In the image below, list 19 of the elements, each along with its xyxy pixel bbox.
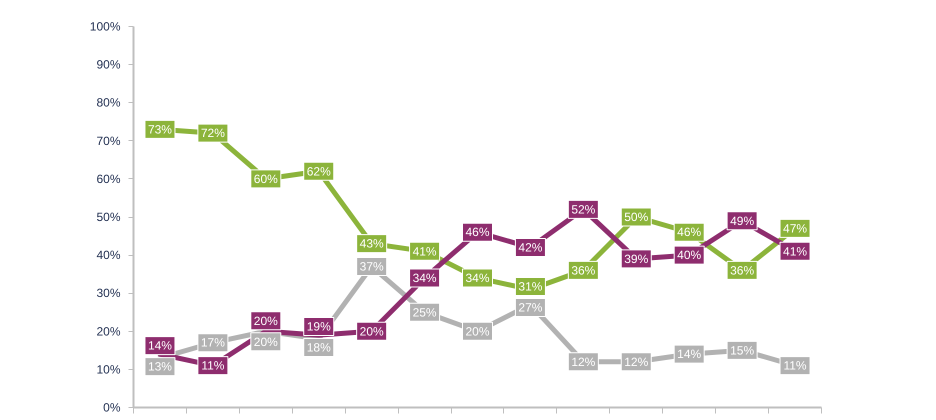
- y-tick-label: 80%: [96, 96, 121, 110]
- y-tick-label: 50%: [96, 210, 121, 224]
- y-tick-label: 20%: [96, 324, 121, 338]
- data-label: 19%: [306, 320, 332, 334]
- y-tick-label: 90%: [96, 58, 121, 72]
- y-tick-label: 0%: [103, 400, 121, 414]
- data-label: 14%: [148, 338, 172, 353]
- data-label: 27%: [518, 300, 543, 315]
- y-tick-label: 60%: [96, 172, 121, 186]
- data-label: 20%: [254, 314, 278, 328]
- y-tick-label: 10%: [96, 362, 121, 376]
- data-label: 18%: [306, 340, 332, 355]
- data-label: 31%: [518, 280, 543, 294]
- data-label: 13%: [148, 360, 172, 374]
- y-tick-label: 70%: [96, 134, 121, 148]
- y-tick-label: 30%: [96, 286, 121, 300]
- y-tick-label: 100%: [90, 20, 121, 34]
- y-tick-label: 40%: [96, 248, 121, 262]
- data-label: 20%: [254, 334, 278, 349]
